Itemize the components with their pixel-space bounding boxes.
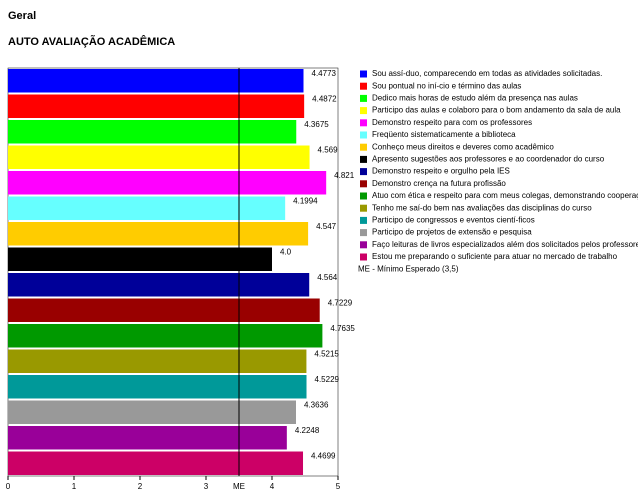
value-label: 4.4872 [312, 95, 337, 104]
value-label: 4.5229 [315, 375, 340, 384]
x-tick-label: 2 [138, 482, 143, 490]
bar [8, 451, 304, 475]
legend-swatch [360, 155, 367, 163]
bar [8, 273, 310, 297]
bar [8, 426, 287, 450]
plot-frame [7, 67, 339, 477]
legend-swatch [360, 143, 367, 151]
chart-subtitle: AUTO AVALIAÇÃO ACADÊMICA [8, 35, 175, 48]
legend-label: Demonstro respeito para com os professor… [372, 118, 532, 127]
legend-swatch [360, 119, 367, 127]
x-tick-label: 3 [204, 482, 209, 490]
legend-swatch [360, 241, 367, 249]
bar [8, 375, 307, 399]
legend-swatch [360, 204, 367, 212]
legend-label: Sou pontual no iní-cio e término das aul… [372, 81, 521, 90]
value-label: 4.4773 [312, 69, 337, 78]
legend-label: Participo de projetos de extensão e pesq… [372, 228, 532, 237]
value-label: 4.0 [280, 248, 292, 257]
value-label: 4.547 [316, 222, 337, 231]
value-label: 4.3675 [304, 120, 329, 129]
value-label: 4.5215 [314, 350, 339, 359]
legend-label: Faço leituras de livros especializados a… [372, 240, 638, 249]
value-label: 4.4699 [311, 452, 336, 461]
legend-label: Participo das aulas e colaboro para o bo… [372, 106, 621, 115]
legend-label: Demonstro crença na futura profissão [372, 179, 506, 188]
bar [8, 247, 272, 271]
bar [8, 196, 286, 220]
chart-title: Geral [8, 10, 36, 22]
legend-swatch [360, 107, 367, 115]
legend-swatch [360, 70, 367, 78]
x-tick-label: 5 [336, 482, 341, 490]
value-label: 4.569 [318, 146, 339, 155]
x-tick-label: 0 [6, 482, 11, 490]
legend-swatch [360, 131, 367, 139]
legend-swatch [360, 192, 367, 200]
legend-label: Atuo com ética e respeito para com meus … [372, 191, 638, 200]
legend-note: ME - Mínimo Esperado (3,5) [358, 264, 459, 273]
value-label: 4.1994 [293, 197, 318, 206]
legend-swatch [360, 94, 367, 102]
legend-label: Demonstro respeito e orgulho pela IES [372, 167, 510, 176]
x-tick-label: 4 [270, 482, 275, 490]
legend-swatch [360, 216, 367, 224]
legend-label: Participo de congressos e eventos cientí… [372, 216, 535, 225]
bar [8, 298, 320, 322]
legend-swatch [360, 229, 367, 237]
value-label: 4.3636 [304, 401, 329, 410]
value-label: 4.7229 [328, 299, 353, 308]
bar [8, 120, 297, 144]
bar [8, 94, 305, 118]
bar [8, 400, 296, 424]
bar [8, 324, 323, 348]
legend-label: Sou assí-duo, comparecendo em todas as a… [372, 69, 602, 78]
value-label: 4.564 [317, 273, 338, 282]
legend-label: Tenho me saí-do bem nas avaliações das d… [372, 203, 592, 212]
value-label: 4.2248 [295, 426, 320, 435]
legend-swatch [360, 253, 367, 261]
bar [8, 222, 309, 246]
legend-label: Dedico mais horas de estudo além da pres… [372, 94, 578, 103]
bar [8, 69, 304, 93]
value-label: 4.821 [334, 171, 355, 180]
reference-label: ME [233, 482, 245, 490]
legend-swatch [360, 180, 367, 188]
legend-label: Apresento sugestões aos professores e ao… [372, 155, 605, 164]
legend-swatch [360, 168, 367, 176]
legend-swatch [360, 82, 367, 90]
bar [8, 145, 310, 169]
bar [8, 171, 327, 195]
legend-label: Estou me preparando o suficiente para at… [372, 252, 618, 261]
value-label: 4.7635 [330, 324, 355, 333]
legend-label: Conheço meus direitos e deveres como aca… [372, 142, 554, 151]
bar [8, 349, 307, 373]
x-tick-label: 1 [72, 482, 77, 490]
legend-label: Freqüento sistematicamente a biblioteca [372, 130, 516, 139]
